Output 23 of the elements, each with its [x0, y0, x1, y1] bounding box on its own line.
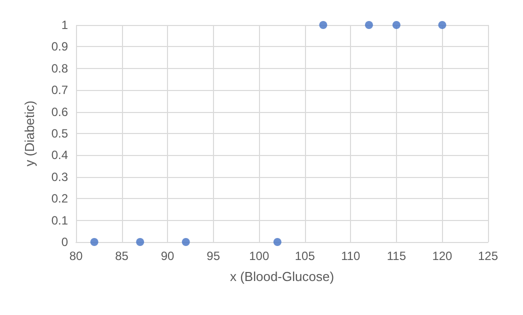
x-tick-label: 80 — [69, 249, 83, 263]
x-tick-label: 120 — [432, 249, 453, 263]
x-tick-label: 115 — [386, 249, 406, 263]
y-tick-label: 0.3 — [51, 170, 68, 184]
y-tick-label: 0.6 — [51, 104, 68, 119]
y-tick-label: 0.4 — [51, 148, 68, 162]
x-tick-label: 90 — [160, 249, 175, 263]
x-tick-label: 85 — [115, 249, 129, 263]
y-axis-title: y (Diabetic) — [22, 100, 37, 166]
y-tick-label: 0.1 — [51, 213, 68, 228]
y-tick-label: 0 — [61, 235, 68, 249]
x-tick-label: 105 — [294, 249, 316, 263]
y-tick-label: 0.7 — [51, 83, 68, 98]
y-tick-label: 1 — [61, 18, 68, 32]
y-tick-label: 0.9 — [51, 40, 68, 54]
x-axis-title: x (Blood-Glucose) — [230, 269, 334, 284]
x-tick-label: 125 — [478, 249, 498, 263]
y-tick-label: 0.2 — [51, 192, 68, 206]
x-tick-label: 110 — [341, 249, 361, 263]
y-tick-label: 0.8 — [51, 61, 68, 76]
x-tick-label: 100 — [249, 249, 270, 263]
x-tick-label: 95 — [206, 249, 220, 263]
y-tick-label: 0.5 — [51, 126, 68, 140]
